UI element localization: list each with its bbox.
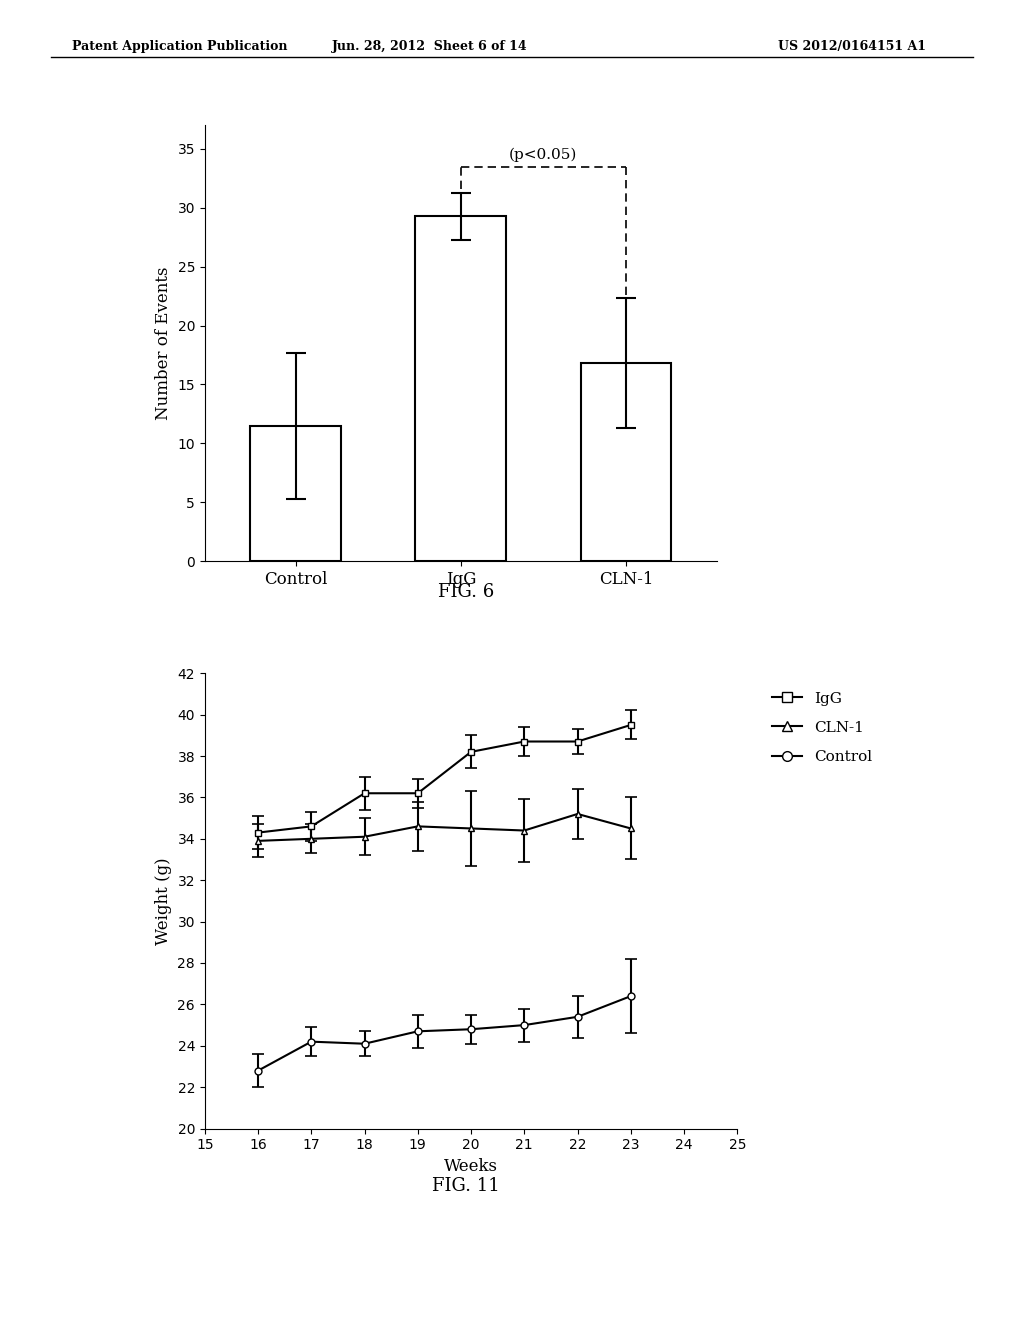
Text: FIG. 11: FIG. 11	[432, 1177, 500, 1196]
Bar	[250, 425, 341, 561]
Bar	[416, 216, 506, 561]
X-axis label: Weeks: Weeks	[444, 1158, 498, 1175]
Bar	[581, 363, 672, 561]
Y-axis label: Number of Events: Number of Events	[155, 267, 172, 420]
Legend: IgG, CLN-1, Control: IgG, CLN-1, Control	[766, 685, 879, 770]
Text: Jun. 28, 2012  Sheet 6 of 14: Jun. 28, 2012 Sheet 6 of 14	[332, 40, 528, 53]
Text: US 2012/0164151 A1: US 2012/0164151 A1	[778, 40, 927, 53]
Y-axis label: Weight (g): Weight (g)	[155, 857, 172, 945]
Text: Patent Application Publication: Patent Application Publication	[72, 40, 287, 53]
Text: (p<0.05): (p<0.05)	[509, 148, 578, 162]
Text: FIG. 6: FIG. 6	[438, 583, 494, 602]
